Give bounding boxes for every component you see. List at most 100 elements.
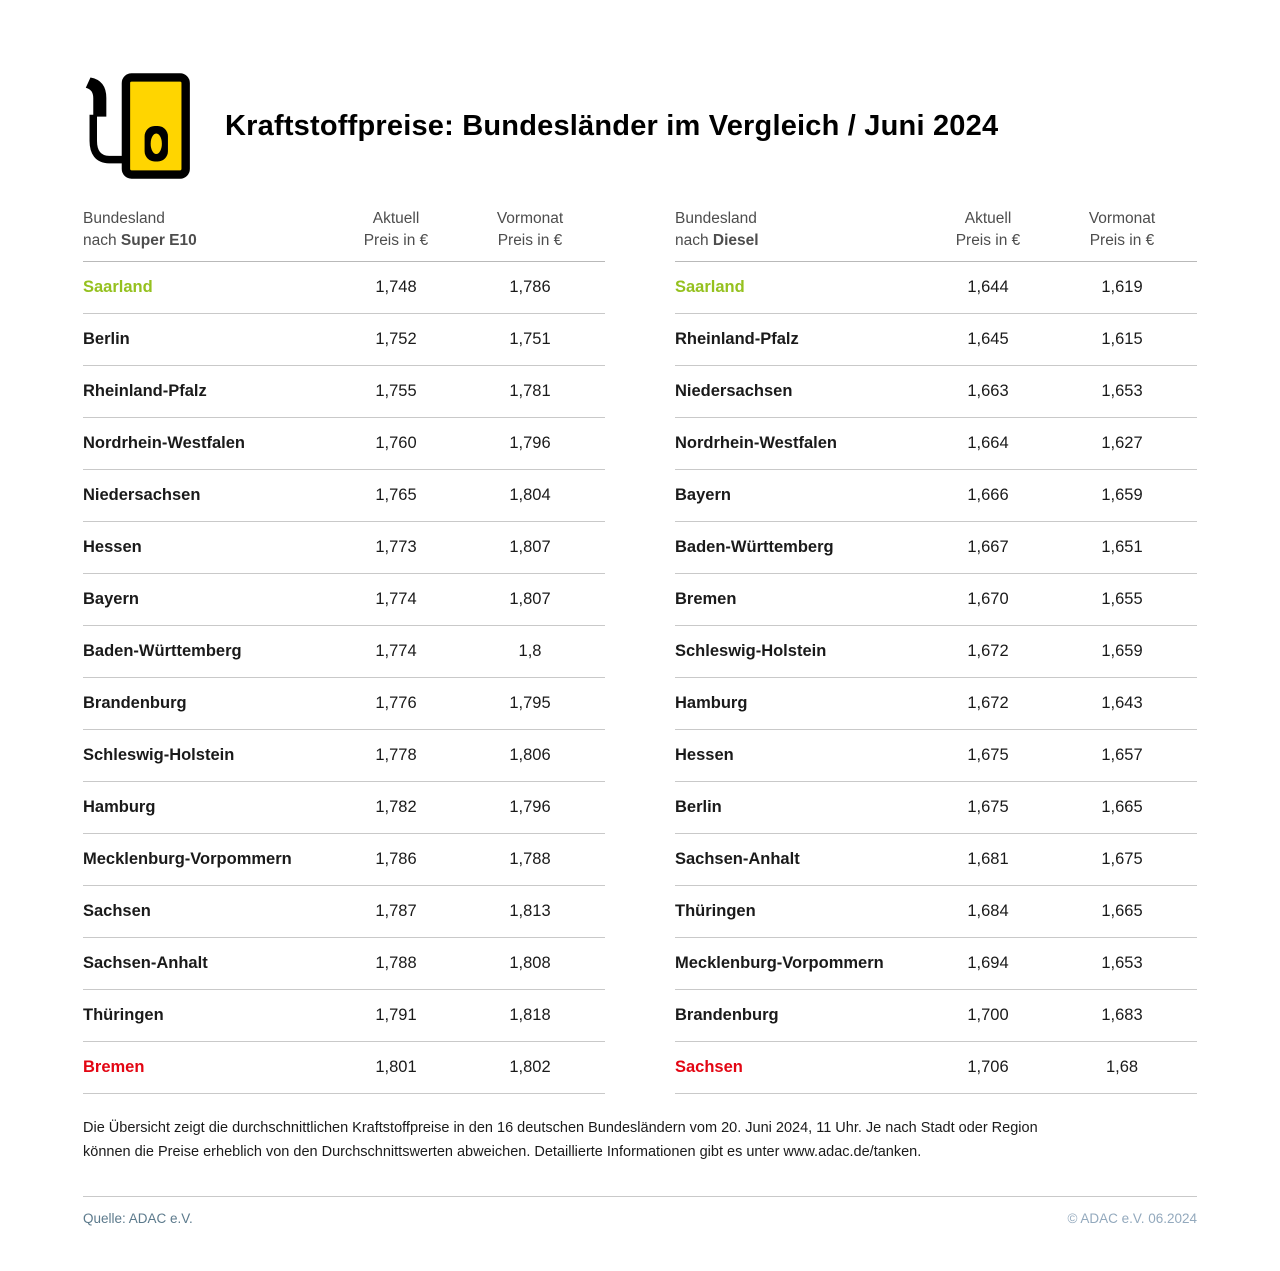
previous-price: 1,653: [1101, 382, 1143, 400]
state-name: Bremen: [83, 1058, 145, 1076]
current-price: 1,706: [967, 1058, 1009, 1076]
previous-price: 1,751: [509, 330, 551, 348]
previous-price: 1,659: [1101, 642, 1143, 660]
current-price: 1,778: [375, 746, 417, 764]
state-name: Baden-Württemberg: [675, 538, 834, 556]
previous-price: 1,786: [509, 278, 551, 296]
footnote-text: Die Übersicht zeigt die durchschnittlich…: [83, 1120, 1038, 1160]
state-name: Hamburg: [83, 798, 156, 816]
previous-price: 1,818: [509, 1006, 551, 1024]
header-line-2: nach Diesel: [675, 232, 759, 249]
table-row: Niedersachsen 1,663 1,653: [675, 366, 1197, 418]
table-row: Brandenburg 1,700 1,683: [675, 990, 1197, 1042]
state-name: Thüringen: [83, 1006, 164, 1024]
footer: Quelle: ADAC e.V. © ADAC e.V. 06.2024: [83, 1211, 1197, 1226]
current-price: 1,752: [375, 330, 417, 348]
previous-price: 1,655: [1101, 590, 1143, 608]
table-row: Schleswig-Holstein 1,672 1,659: [675, 626, 1197, 678]
state-name: Baden-Württemberg: [83, 642, 242, 660]
current-price: 1,681: [967, 850, 1009, 868]
column-header-aktuell: Aktuell Preis in €: [955, 210, 1021, 249]
table-row: Niedersachsen 1,765 1,804: [83, 470, 605, 522]
state-name: Saarland: [83, 278, 153, 296]
state-name: Schleswig-Holstein: [675, 642, 827, 660]
table-row: Hamburg 1,782 1,796: [83, 782, 605, 834]
table-row: Hessen 1,675 1,657: [675, 730, 1197, 782]
table-row: Thüringen 1,684 1,665: [675, 886, 1197, 938]
previous-price: 1,665: [1101, 902, 1143, 920]
table-row: Bremen 1,801 1,802: [83, 1042, 605, 1094]
column-header-aktuell: Aktuell Preis in €: [363, 210, 429, 249]
previous-price: 1,806: [509, 746, 551, 764]
previous-price: 1,659: [1101, 486, 1143, 504]
state-name: Thüringen: [675, 902, 756, 920]
previous-price: 1,657: [1101, 746, 1143, 764]
table-row: Bayern 1,774 1,807: [83, 574, 605, 626]
state-name: Berlin: [675, 798, 722, 816]
header-line-1: Bundesland: [83, 210, 165, 227]
state-name: Mecklenburg-Vorpommern: [675, 954, 884, 972]
table-row: Sachsen-Anhalt 1,681 1,675: [675, 834, 1197, 886]
state-name: Bayern: [83, 590, 139, 608]
previous-price: 1,788: [509, 850, 551, 868]
current-price: 1,672: [967, 642, 1009, 660]
current-price: 1,675: [967, 746, 1009, 764]
previous-price: 1,804: [509, 486, 551, 504]
header-line-2: nach Super E10: [83, 232, 197, 249]
state-name: Hessen: [83, 538, 142, 556]
table-row: Bayern 1,666 1,659: [675, 470, 1197, 522]
table-body: Saarland 1,748 1,786 Berlin 1,752 1,751 Rheinl…: [83, 262, 605, 1094]
previous-price: 1,796: [509, 798, 551, 816]
table-row: Mecklenburg-Vorpommern 1,786 1,788: [83, 834, 605, 886]
table-row: Nordrhein-Westfalen 1,760 1,796: [83, 418, 605, 470]
fuel-pump-icon: [83, 70, 195, 182]
column-header-vormonat: Vormonat Preis in €: [496, 210, 564, 249]
current-price: 1,748: [375, 278, 417, 296]
state-name: Sachsen: [675, 1058, 743, 1076]
current-price: 1,791: [375, 1006, 417, 1024]
table-row: Rheinland-Pfalz 1,645 1,615: [675, 314, 1197, 366]
state-name: Mecklenburg-Vorpommern: [83, 850, 292, 868]
current-price: 1,684: [967, 902, 1009, 920]
state-name: Schleswig-Holstein: [83, 746, 235, 764]
infographic-page: Kraftstoffpreise: Bundesländer im Vergle…: [83, 0, 1197, 1226]
current-price: 1,694: [967, 954, 1009, 972]
table-row: Berlin 1,675 1,665: [675, 782, 1197, 834]
current-price: 1,786: [375, 850, 417, 868]
previous-price: 1,675: [1101, 850, 1143, 868]
column-header-bundesland: Bundesland nach Super E10: [83, 208, 337, 252]
state-name: Nordrhein-Westfalen: [675, 434, 837, 452]
state-name: Brandenburg: [83, 694, 187, 712]
current-price: 1,645: [967, 330, 1009, 348]
table-row: Mecklenburg-Vorpommern 1,694 1,653: [675, 938, 1197, 990]
column-header-vormonat: Vormonat Preis in €: [1088, 210, 1156, 249]
table-diesel: Bundesland nach Diesel Aktuell Preis in …: [675, 208, 1197, 1094]
previous-price: 1,802: [509, 1058, 551, 1076]
state-name: Hamburg: [675, 694, 748, 712]
table-row: Baden-Württemberg 1,667 1,651: [675, 522, 1197, 574]
current-price: 1,801: [375, 1058, 417, 1076]
tables-area: Bundesland nach Super E10 Aktuell Preis …: [83, 208, 1197, 1094]
previous-price: 1,651: [1101, 538, 1143, 556]
previous-price: 1,643: [1101, 694, 1143, 712]
table-row: Rheinland-Pfalz 1,755 1,781: [83, 366, 605, 418]
current-price: 1,667: [967, 538, 1009, 556]
state-name: Berlin: [83, 330, 130, 348]
state-name: Niedersachsen: [675, 382, 793, 400]
current-price: 1,782: [375, 798, 417, 816]
table-row: Baden-Württemberg 1,774 1,8: [83, 626, 605, 678]
table-row: Brandenburg 1,776 1,795: [83, 678, 605, 730]
current-price: 1,774: [375, 590, 417, 608]
state-name: Rheinland-Pfalz: [83, 382, 207, 400]
footer-divider: [83, 1196, 1197, 1197]
state-name: Brandenburg: [675, 1006, 779, 1024]
state-name: Sachsen: [83, 902, 151, 920]
previous-price: 1,796: [509, 434, 551, 452]
current-price: 1,776: [375, 694, 417, 712]
current-price: 1,773: [375, 538, 417, 556]
table-row: Hessen 1,773 1,807: [83, 522, 605, 574]
table-row: Hamburg 1,672 1,643: [675, 678, 1197, 730]
masthead: Kraftstoffpreise: Bundesländer im Vergle…: [83, 0, 1197, 182]
current-price: 1,700: [967, 1006, 1009, 1024]
current-price: 1,670: [967, 590, 1009, 608]
